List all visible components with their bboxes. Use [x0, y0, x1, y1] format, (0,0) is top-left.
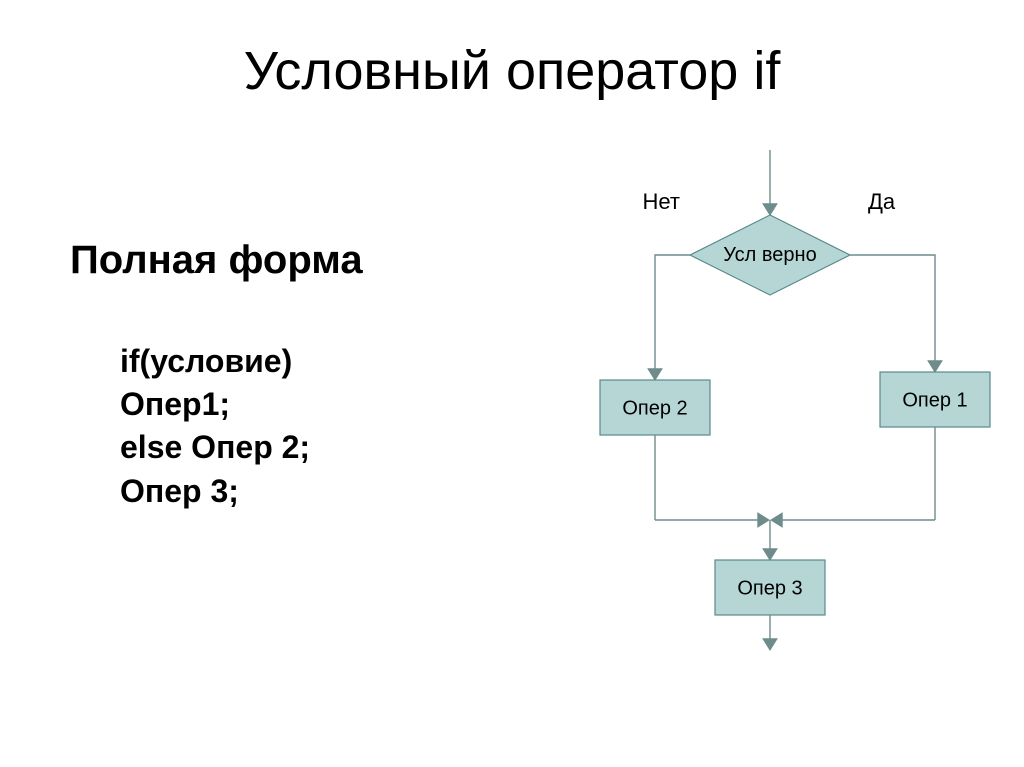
svg-text:Опер 1: Опер 1 [902, 390, 967, 412]
code-line-4: Опер 3; [120, 470, 310, 513]
svg-text:Да: Да [868, 189, 896, 214]
code-block: if(условие) Опер1; else Опер 2; Опер 3; [120, 340, 310, 513]
svg-text:Опер 2: Опер 2 [622, 398, 687, 420]
svg-text:Усл верно: Усл верно [723, 244, 816, 266]
slide-title: Условный оператор if [0, 40, 1024, 102]
code-line-1: if(условие) [120, 340, 310, 383]
flowchart-svg: Усл верно Нет Да Опер 2 Опер 1 Опер 3 [540, 140, 1000, 680]
code-line-2: Опер1; [120, 383, 310, 426]
svg-text:Нет: Нет [643, 189, 680, 214]
slide-subtitle: Полная форма [70, 238, 363, 283]
flowchart: Усл верно Нет Да Опер 2 Опер 1 Опер 3 [540, 140, 1000, 680]
slide: Условный оператор if Полная форма if(усл… [0, 0, 1024, 767]
code-line-3: else Опер 2; [120, 426, 310, 469]
svg-text:Опер 3: Опер 3 [737, 578, 802, 600]
